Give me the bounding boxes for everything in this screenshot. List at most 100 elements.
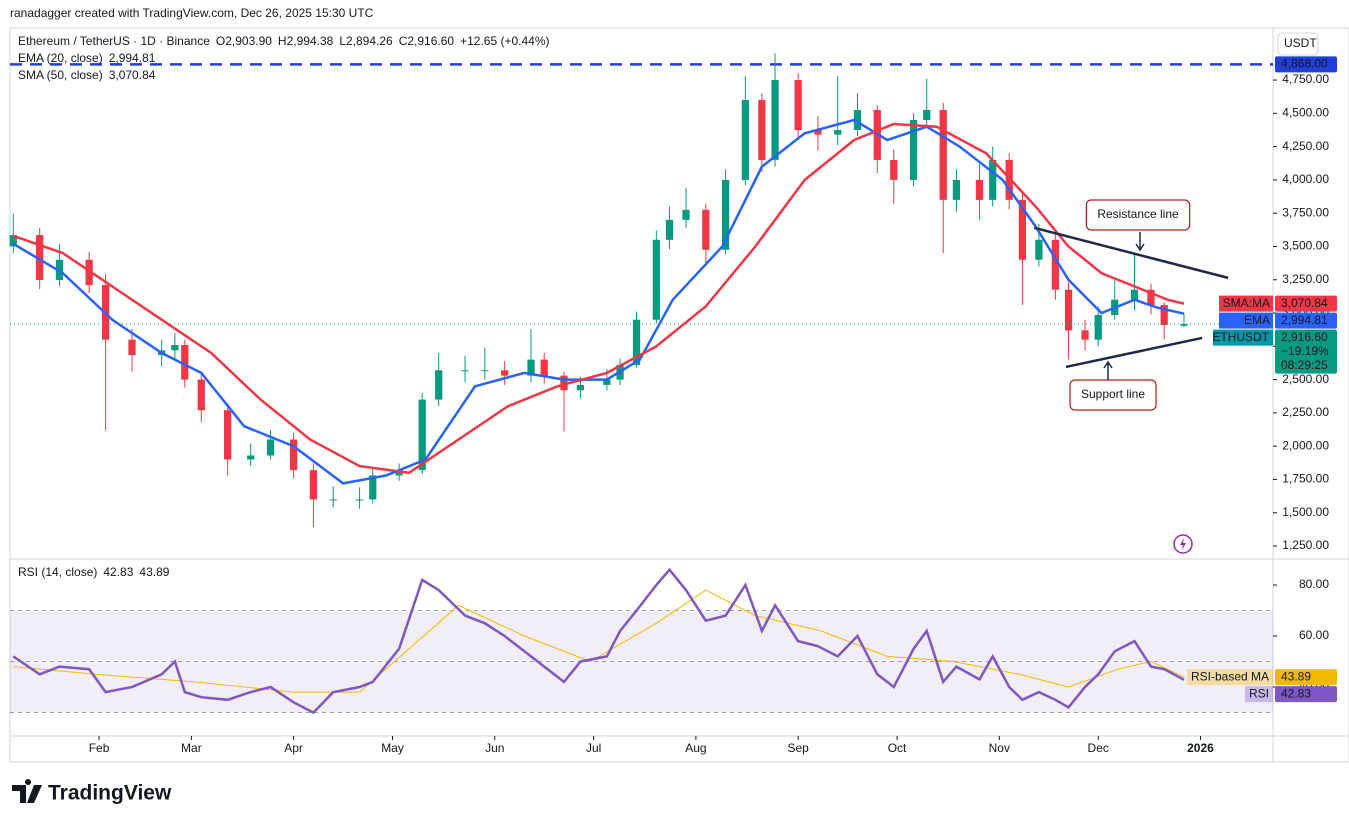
level-label-box: [1275, 56, 1337, 73]
candle-body: [355, 499, 364, 501]
ma-tag-name: SMA:MA: [1223, 296, 1270, 310]
y-tick-label: 4,000.00: [1282, 172, 1329, 186]
x-tick-label: May: [381, 741, 404, 755]
candle-body: [794, 80, 802, 130]
candle-body: [418, 399, 426, 471]
x-tick-label: Dec: [1088, 741, 1109, 755]
candle-body: [1160, 305, 1168, 326]
legend-name: SMA (50, close): [18, 68, 103, 82]
candle-body: [171, 344, 179, 351]
candle-body: [481, 370, 489, 372]
ohlc-value: C2,916.60: [399, 34, 455, 48]
candle-body: [939, 110, 947, 200]
replay-icon: [1173, 534, 1193, 554]
symbol-title: Ethereum / TetherUS · 1D · Binance: [18, 34, 210, 48]
legend-value: 2,994.81: [109, 51, 156, 65]
rsi-tag-value-box: [1275, 669, 1337, 686]
annotation-arrow: [1103, 360, 1113, 380]
symbol-tag: ETHUSDT: [1212, 330, 1269, 344]
candle-body: [1051, 239, 1059, 290]
trendline: [1033, 226, 1229, 280]
ma-tag-value-box: [1275, 295, 1337, 312]
rsi-tag-name: RSI: [1249, 686, 1269, 700]
candle-body: [329, 499, 337, 501]
y-tick-label: 3,500.00: [1282, 239, 1329, 253]
y-tick-label: 3,750.00: [1282, 205, 1329, 219]
candle-body: [266, 439, 275, 456]
ma-tag-name-box: [1219, 295, 1273, 312]
candle-body: [702, 209, 710, 250]
candle-body: [1035, 239, 1043, 260]
last-price-tag-value: −19.19%: [1281, 344, 1329, 358]
annotation-box: [1085, 199, 1191, 231]
candle-body: [975, 179, 984, 200]
candle-body: [721, 179, 730, 250]
candle-body: [758, 100, 766, 160]
candle-body: [289, 439, 298, 471]
ohlc-value: H2,994.38: [278, 34, 334, 48]
candle-body: [853, 110, 862, 130]
last-price-tag-value: 2,916.60: [1281, 330, 1328, 344]
trendline: [1065, 336, 1203, 369]
candle-body: [603, 379, 611, 385]
candle-body: [247, 455, 255, 460]
x-tick-label: Oct: [888, 741, 907, 755]
candle-body: [989, 159, 997, 200]
frame: [9, 27, 1349, 763]
x-tick-label: Jul: [586, 741, 601, 755]
x-tick-label: Apr: [284, 741, 303, 755]
candle-body: [741, 100, 750, 180]
candle-body: [1130, 289, 1139, 300]
last-price-tag-value-box: [1275, 329, 1337, 374]
candle-body: [560, 375, 568, 391]
x-tick-label: 2026: [1187, 741, 1214, 755]
candle-body: [665, 219, 674, 240]
ma-tag-value: 2,994.81: [1281, 313, 1328, 327]
candle-body: [576, 384, 585, 391]
rsi-tag-value-box: [1275, 686, 1337, 703]
legend-name: EMA (20, close): [18, 51, 103, 65]
rsi-tag-value: 42.83: [1281, 686, 1311, 700]
candle-body: [1180, 324, 1188, 326]
annotation-arrow: [1135, 232, 1145, 252]
y-tick-label: 4,750.00: [1282, 72, 1329, 86]
ma-tag-value: 3,070.84: [1281, 296, 1328, 310]
candle-body: [128, 339, 136, 355]
candle-body: [682, 209, 690, 220]
annotation-text: Resistance line: [1097, 207, 1179, 221]
candle-body: [632, 319, 641, 365]
candle-body: [1018, 199, 1027, 260]
candle-body: [1147, 289, 1155, 306]
candle-body: [909, 119, 918, 180]
candle-body: [197, 379, 205, 411]
credit: ranadagger created with TradingView.com,…: [10, 6, 374, 20]
level-label: 4,868.00: [1281, 57, 1328, 71]
candle-body: [85, 259, 93, 286]
rsi-line: [12, 567, 1185, 715]
last-price-tag-value: 08:29:25: [1281, 358, 1328, 372]
candle-body: [309, 470, 318, 500]
candle-body: [9, 235, 17, 247]
icon-bolt: [1180, 538, 1186, 550]
annotation-box: [1069, 379, 1157, 411]
x-tick-label: Jun: [485, 741, 504, 755]
y-tick-label: 4,250.00: [1282, 139, 1329, 153]
candle-body: [527, 359, 535, 376]
x-tick-label: Nov: [989, 741, 1010, 755]
rsi-title: RSI (14, close): [18, 565, 97, 579]
currency-box: [1277, 32, 1319, 56]
candle-body: [540, 359, 548, 376]
rsi-legend-value: 43.89: [139, 565, 169, 579]
annotation-text: Support line: [1081, 387, 1145, 401]
candle-body: [461, 370, 469, 372]
candle-body: [36, 235, 44, 281]
icon-ring: [1173, 534, 1193, 554]
logo-mark: [12, 779, 42, 803]
rsi-tag-name-box: [1186, 669, 1273, 686]
candle-body: [501, 370, 509, 376]
candle-body: [814, 129, 822, 135]
ma-tag-value-box: [1275, 312, 1337, 329]
ohlc-value: +12.65 (+0.44%): [460, 34, 549, 48]
